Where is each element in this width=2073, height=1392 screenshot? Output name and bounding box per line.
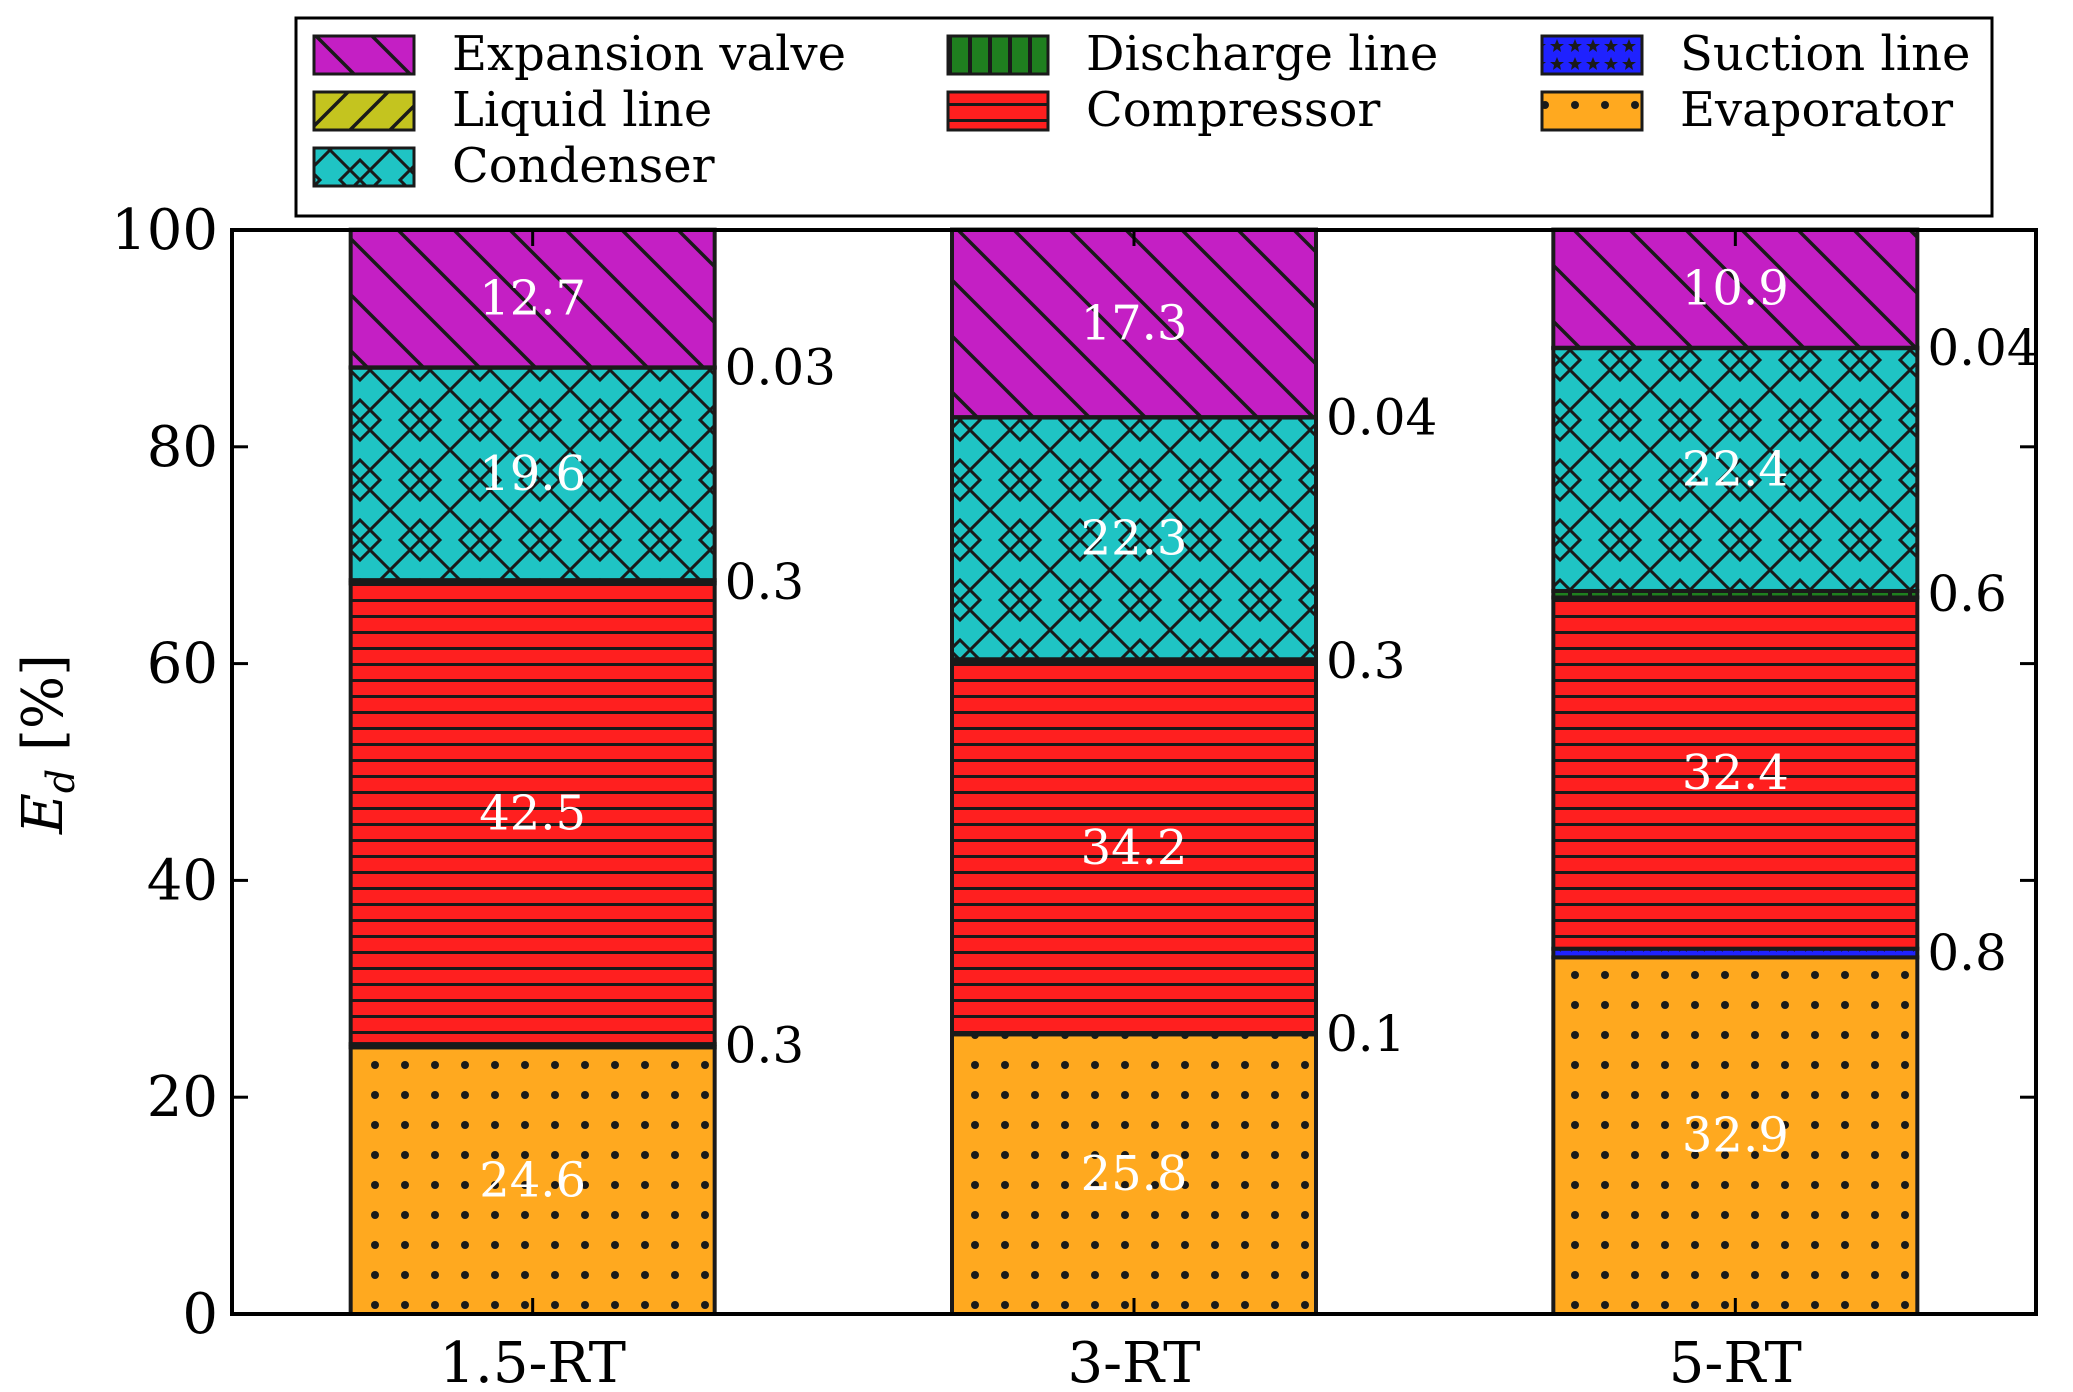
segment-value-label: 32.9	[1682, 1108, 1789, 1164]
legend-label-comp: Compressor	[1086, 82, 1380, 138]
segment-value-label: 42.5	[479, 786, 586, 842]
segment-value-label: 19.6	[479, 446, 586, 502]
segment-side-label: 0.8	[1927, 924, 2007, 982]
legend-label-liq: Liquid line	[452, 82, 712, 138]
segment-value-label: 34.2	[1081, 820, 1188, 876]
segment-side-label: 0.03	[725, 339, 836, 397]
x-tick-label: 1.5-RT	[439, 1331, 626, 1392]
legend-label-disc: Discharge line	[1086, 26, 1438, 82]
bar-segment-evap-5-RT	[1551, 955, 1920, 1316]
segment-side-label: 0.6	[1927, 565, 2007, 623]
segment-value-label: 32.4	[1682, 745, 1789, 801]
bar-segment-exp-3-RT	[950, 227, 1318, 420]
bar-segment-evap-1.5-RT	[348, 1045, 717, 1317]
legend-swatch-cond	[312, 146, 416, 188]
segment-value-label: 22.3	[1081, 510, 1188, 566]
y-tick-label: 40	[147, 848, 218, 913]
legend-swatch-exp	[312, 34, 416, 76]
segment-side-label: 0.3	[725, 1017, 805, 1075]
segment-side-label: 0.1	[1326, 1005, 1406, 1063]
segment-value-label: 10.9	[1682, 261, 1789, 317]
bar-segment-cond-1.5-RT	[348, 365, 717, 583]
segment-labels: 12.7 19.6 42.5 24.6 0.03 0.3 0.3 17.3 22.3 34.2 25…	[479, 261, 2038, 1209]
legend-swatch-suct	[1540, 34, 1644, 76]
legend-swatch-liq	[312, 90, 416, 132]
segment-value-label: 25.8	[1081, 1146, 1188, 1202]
segment-side-label: 0.3	[725, 553, 805, 611]
bar-segment-comp-5-RT	[1551, 595, 1920, 951]
segment-value-label: 22.4	[1682, 442, 1789, 498]
segment-side-label: 0.3	[1326, 632, 1406, 690]
y-axis-label: Ed [%]	[11, 654, 83, 835]
legend-label-evap: Evaporator	[1680, 82, 1953, 138]
legend-swatch-comp	[946, 90, 1050, 132]
bar-segment-cond-3-RT	[950, 415, 1318, 662]
x-tick-label: 5-RT	[1669, 1331, 1802, 1392]
y-tick-label: 80	[147, 415, 218, 480]
legend-swatch-disc	[946, 34, 1050, 76]
y-tick-label: 20	[147, 1065, 218, 1130]
y-tick-label: 60	[147, 632, 218, 697]
bar-segment-exp-5-RT	[1551, 227, 1920, 350]
bar-segment-comp-1.5-RT	[348, 581, 717, 1047]
legend-swatch-evap	[1540, 90, 1644, 132]
legend: Expansion valve Discharge line Suction lin…	[294, 16, 1994, 218]
segment-side-label: 0.04	[1927, 319, 2038, 377]
segment-value-label: 17.3	[1081, 295, 1188, 351]
y-tick-label: 100	[111, 198, 218, 263]
bars-layer	[348, 227, 1920, 1317]
y-tick-label: 0	[182, 1282, 218, 1347]
segment-value-label: 12.7	[479, 271, 586, 327]
bar-segment-comp-3-RT	[950, 660, 1318, 1036]
axis-ticks: 0 20 40 60 80 100 1.5-RT 3-RT 5-RT	[111, 198, 2036, 1392]
segment-side-label: 0.04	[1326, 388, 1437, 446]
bar-segment-cond-5-RT	[1551, 346, 1920, 593]
legend-label-cond: Condenser	[452, 138, 715, 194]
legend-label-exp: Expansion valve	[452, 26, 846, 82]
legend-box	[294, 16, 1994, 218]
x-tick-label: 3-RT	[1067, 1331, 1200, 1392]
segment-value-label: 24.6	[479, 1153, 586, 1209]
legend-label-suct: Suction line	[1680, 26, 1970, 82]
